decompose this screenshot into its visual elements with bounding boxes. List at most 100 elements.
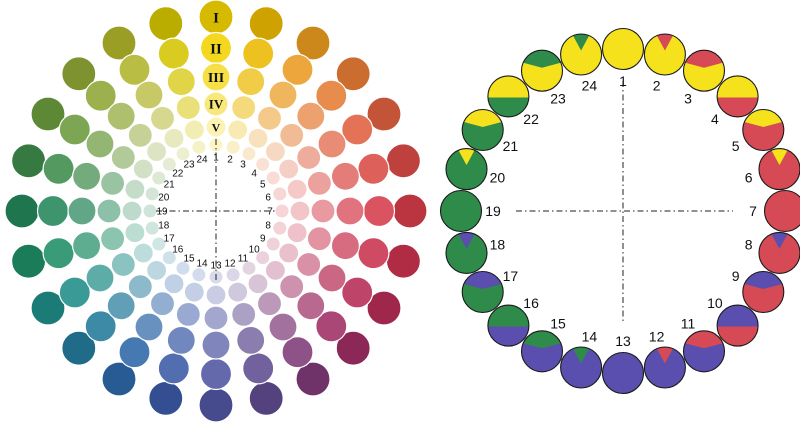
left-hue-number: 19 xyxy=(156,207,168,218)
left-swatch-hue18-tone3 xyxy=(71,231,102,261)
left-swatch-hue7-tone3 xyxy=(335,196,365,226)
right-hue-number: 1 xyxy=(619,73,627,89)
left-hue-number: 18 xyxy=(158,221,170,232)
right-hue-number: 10 xyxy=(707,295,723,311)
mix-swatch-1 xyxy=(601,27,645,71)
right-hue-number: 18 xyxy=(490,237,506,253)
left-swatch-hue21-tone1 xyxy=(30,96,66,132)
tone-label-IV: IV xyxy=(209,97,224,112)
left-swatch-hue8-tone4 xyxy=(306,226,332,252)
left-swatch-hue8-tone5 xyxy=(286,222,308,244)
left-swatch-hue16-tone5 xyxy=(146,259,168,281)
left-swatch-hue22-tone2 xyxy=(84,79,117,112)
left-swatch-hue4-tone4 xyxy=(279,122,305,148)
left-swatch-hue24-tone2 xyxy=(157,37,190,70)
left-swatch-hue15-tone4 xyxy=(149,291,176,317)
mix-accent-blue xyxy=(456,232,477,249)
tone-label-I: I xyxy=(213,10,219,26)
right-hue-number: 23 xyxy=(550,90,566,106)
left-swatch-hue5-tone4 xyxy=(296,144,322,171)
mix-swatch-10 xyxy=(716,304,759,347)
left-tint-dot xyxy=(256,157,270,171)
left-tint-dot xyxy=(162,157,176,171)
left-swatch-hue7-tone2 xyxy=(362,194,396,228)
right-hue-number: 19 xyxy=(485,203,501,219)
left-hue-number: 2 xyxy=(227,154,233,165)
left-tint-dot xyxy=(266,171,280,185)
left-swatch-hue8-tone1 xyxy=(385,243,421,279)
mix-swatch-7 xyxy=(763,189,800,233)
left-tint-dot xyxy=(176,261,190,275)
left-tint-dot xyxy=(152,237,166,251)
left-swatch-hue11-tone4 xyxy=(256,291,283,317)
left-tint-dot xyxy=(145,187,159,201)
right-hue-number: 6 xyxy=(745,169,753,185)
left-tint-dot xyxy=(273,221,287,235)
left-swatch-hue16-tone2 xyxy=(84,310,117,343)
left-swatch-hue8-tone3 xyxy=(330,231,360,261)
right-hue-number: 24 xyxy=(582,77,598,93)
mix-swatch-17 xyxy=(461,270,504,314)
left-swatch-hue21-tone3 xyxy=(85,129,115,159)
left-swatch-hue14-tone5 xyxy=(183,281,205,303)
left-swatch-hue9-tone4 xyxy=(296,251,322,278)
left-hue-number: 22 xyxy=(172,168,184,179)
left-swatch-hue5-tone5 xyxy=(278,158,300,180)
mix-swatch-15 xyxy=(520,330,564,373)
right-hue-number: 14 xyxy=(582,329,598,345)
left-swatch-hue6-tone1 xyxy=(385,143,421,179)
left-swatch-hue22-tone4 xyxy=(127,122,153,148)
left-swatch-hue12-tone3 xyxy=(236,325,266,355)
left-swatch-hue17-tone3 xyxy=(85,263,115,293)
left-swatch-hue22-tone3 xyxy=(106,101,136,131)
left-swatch-hue3-tone2 xyxy=(281,53,314,86)
left-hue-number: 14 xyxy=(196,259,208,270)
left-swatch-hue18-tone4 xyxy=(99,226,126,252)
tone-label-III: III xyxy=(208,71,224,86)
left-swatch-hue23-tone1 xyxy=(101,25,137,61)
left-swatch-hue19-tone2 xyxy=(36,194,70,228)
mix-swatch-13 xyxy=(601,351,645,395)
left-hue-number: 4 xyxy=(251,168,257,179)
left-swatch-hue13-tone4 xyxy=(203,305,229,331)
left-swatch-hue18-tone2 xyxy=(42,237,75,270)
tone-label-II: II xyxy=(210,41,222,57)
mix-swatch-8 xyxy=(758,231,800,274)
left-swatch-hue2-tone4 xyxy=(231,94,257,121)
left-swatch-hue3-tone5 xyxy=(247,127,269,149)
mix-accent-red xyxy=(654,347,675,364)
left-swatch-hue12-tone2 xyxy=(242,352,275,385)
left-hue-number: 10 xyxy=(249,245,261,256)
left-tint-dot xyxy=(226,268,240,282)
left-swatch-hue15-tone5 xyxy=(163,273,185,295)
left-swatch-hue20-tone1 xyxy=(11,143,47,179)
right-hue-number: 5 xyxy=(732,138,740,154)
left-swatch-hue3-tone4 xyxy=(256,105,283,131)
right-hue-number: 22 xyxy=(523,111,539,127)
left-swatch-hue21-tone4 xyxy=(110,144,136,171)
left-swatch-hue7-tone1 xyxy=(392,193,428,229)
mix-swatch-19 xyxy=(439,189,483,233)
left-swatch-hue14-tone1 xyxy=(148,380,184,416)
left-tint-dot xyxy=(256,251,270,265)
left-swatch-hue16-tone4 xyxy=(127,274,153,300)
left-tint-dot xyxy=(273,187,287,201)
left-hue-number: 5 xyxy=(260,180,266,191)
left-swatch-hue19-tone4 xyxy=(96,198,122,224)
left-swatch-hue24-tone1 xyxy=(148,6,184,42)
left-swatch-hue4-tone3 xyxy=(296,101,326,131)
left-swatch-hue6-tone3 xyxy=(330,161,360,191)
left-swatch-hue13-tone5 xyxy=(205,284,227,306)
right-hue-number: 2 xyxy=(653,77,661,93)
left-swatch-hue14-tone3 xyxy=(166,325,196,355)
left-tint-dot xyxy=(145,221,159,235)
left-swatch-hue9-tone2 xyxy=(341,276,374,309)
mix-swatch-5 xyxy=(742,108,785,152)
mix-accent-yellow xyxy=(769,148,790,166)
left-swatch-hue9-tone3 xyxy=(317,263,347,293)
left-swatch-hue11-tone5 xyxy=(247,273,269,295)
left-swatch-hue4-tone5 xyxy=(264,141,286,163)
mix-swatch-9 xyxy=(742,270,785,314)
